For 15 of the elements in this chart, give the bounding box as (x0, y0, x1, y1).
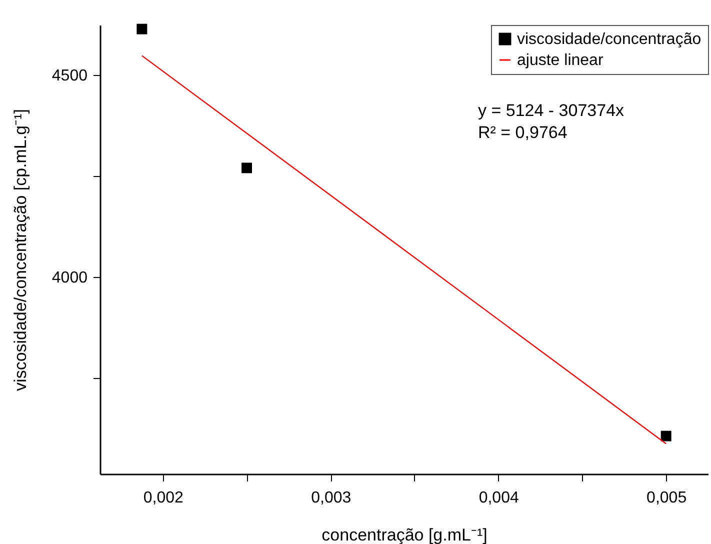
x-tick-label: 0,002 (143, 490, 184, 506)
point (660, 430, 672, 442)
x-tick-label: 0,003 (311, 490, 352, 506)
legend-label: viscosidade/concentração (517, 31, 702, 48)
x-tick-label: 0,004 (478, 490, 519, 506)
point (136, 24, 148, 34)
point (242, 162, 252, 174)
legend-label: ajuste linear (517, 52, 604, 69)
annotation: R² = 0,9764 (478, 123, 568, 142)
y-axis-title: viscosidade/concentração [cp.mL.g⁻¹] (10, 109, 30, 391)
annotation: y = 5124 - 307374x (478, 101, 625, 120)
x-axis-title: concentração [g.mL⁻¹] (322, 526, 488, 544)
y-tick-label: 4500 (52, 68, 88, 85)
y-tick-label: 4000 (52, 269, 88, 286)
x-tick-label: 0,005 (646, 490, 687, 506)
